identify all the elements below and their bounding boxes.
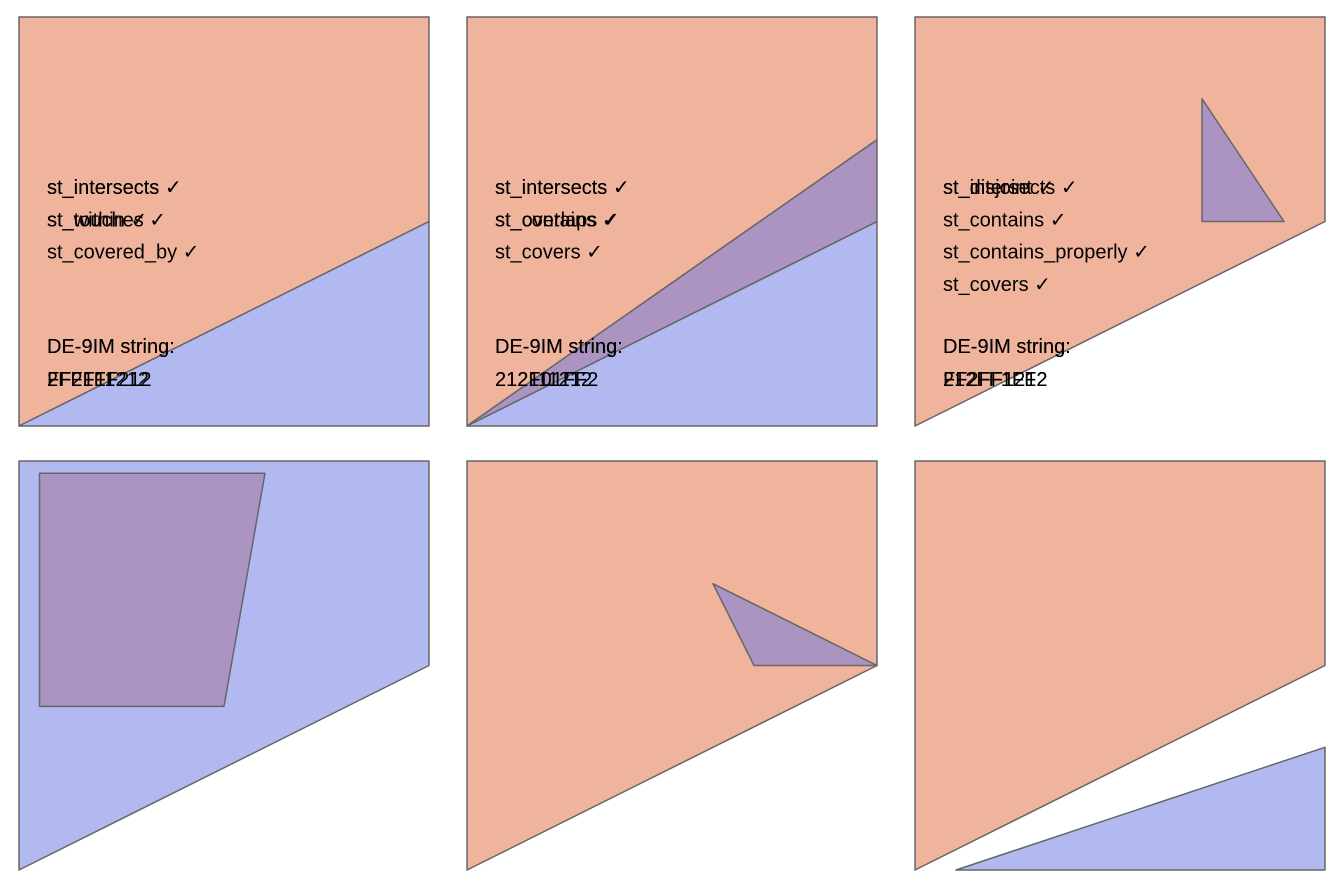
- de9im-caption: DE-9IM string:: [495, 336, 623, 358]
- polygon-x-3: [914, 16, 1326, 427]
- predicate-label: st_overlaps ✓: [495, 209, 620, 231]
- predicate-label: st_covers ✓: [943, 274, 1051, 296]
- predicate-label: st_intersects ✓: [495, 177, 630, 199]
- predicate-label: st_contains ✓: [943, 209, 1067, 231]
- predicate-label: st_contains_properly ✓: [943, 242, 1150, 264]
- predicate-label: st_intersects ✓: [943, 177, 1078, 199]
- polygon-y-6: [955, 746, 1326, 871]
- polygon-overlap-4: [38, 472, 266, 708]
- de9im-caption: DE-9IM string:: [943, 336, 1071, 358]
- predicate-label: st_covered_by ✓: [47, 242, 199, 264]
- predicate-label: st_touches ✓: [47, 209, 166, 231]
- predicate-label: st_disjoint ✓: [943, 177, 1054, 199]
- predicate-label: st_covers ✓: [495, 242, 603, 264]
- panel-3: st_intersects ✓ st_contains ✓ st_contains_…: [914, 16, 1326, 427]
- de9im-string: 212111212: [495, 369, 592, 391]
- de9im-caption: DE-9IM string:: [943, 336, 1071, 358]
- polygon-y-1: [18, 220, 430, 427]
- panel-6: st_disjoint ✓ DE-9IM string: FF2FF1212: [914, 177, 1326, 871]
- predicate-label: st_intersects ✓: [47, 177, 182, 199]
- de9im-string: FF2F11212: [47, 369, 149, 391]
- predicate-label: st_intersects ✓: [47, 177, 182, 199]
- panel-4: st_intersects ✓ st_within ✓ st_covered_by …: [18, 177, 430, 871]
- de9im-caption: DE-9IM string:: [47, 336, 175, 358]
- de9im-string: 212FF1FF2: [943, 369, 1047, 391]
- de9im-string: 2FF1FF212: [47, 369, 151, 391]
- predicate-label: st_intersects ✓: [495, 177, 630, 199]
- de9im-string: FF2FF1212: [943, 369, 1047, 391]
- de9im-string: 212F01FF2: [495, 369, 598, 391]
- de9im-caption: DE-9IM string:: [47, 336, 175, 358]
- polygon-overlap-2: [466, 138, 878, 427]
- predicate-label: st_within ✓: [47, 209, 147, 231]
- predicate-label: st_contains ✓: [495, 209, 619, 231]
- panel-2: st_intersects ✓ st_overlaps ✓ DE-9IM strin…: [466, 16, 878, 427]
- polygon-overlap-5: [712, 582, 878, 667]
- polygon-overlap-3: [1201, 98, 1285, 223]
- de9im-caption: DE-9IM string:: [495, 336, 623, 358]
- polygon-x-6: [914, 460, 1326, 871]
- panel-1: st_intersects ✓ st_touches ✓ DE-9IM string…: [18, 16, 430, 427]
- panel-5: st_intersects ✓ st_contains ✓ st_covers ✓ D…: [466, 177, 878, 871]
